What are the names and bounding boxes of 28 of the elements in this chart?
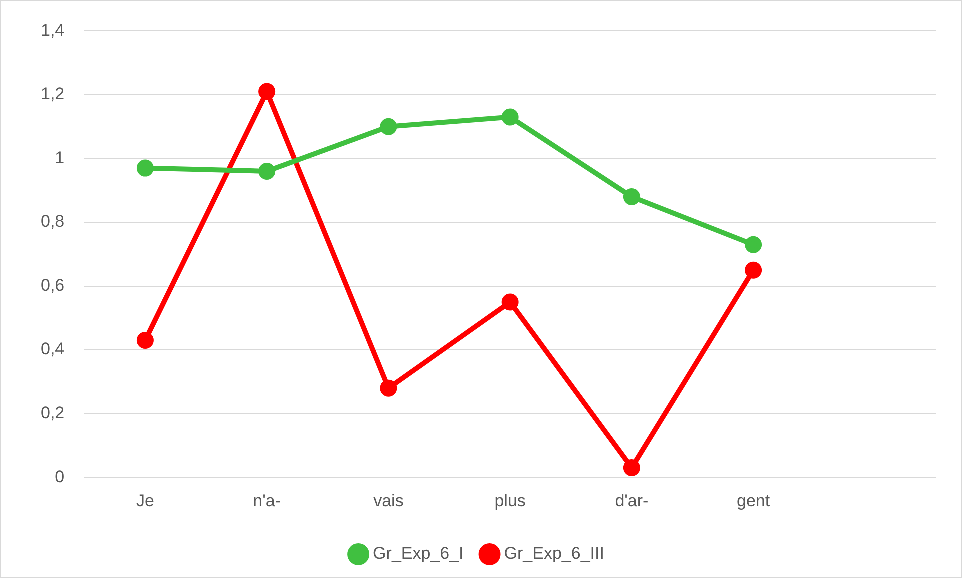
y-tick-label: 0,2 — [40, 404, 65, 423]
point — [623, 188, 640, 206]
legend-label: Gr_Exp_6_III — [504, 544, 604, 564]
point — [380, 380, 398, 397]
point — [136, 160, 154, 177]
y-tick-label: 1 — [55, 148, 65, 168]
point — [502, 294, 519, 311]
point — [136, 332, 154, 349]
y-tick-label: 0,8 — [40, 212, 65, 232]
legend-label: Gr_Exp_6_I — [373, 544, 464, 564]
y-tick-label: 0,6 — [40, 276, 65, 295]
point — [502, 108, 519, 126]
x-tick-label: n'a- — [253, 491, 281, 510]
y-tick-label: 0 — [55, 467, 65, 486]
x-tick-label: vais — [374, 491, 404, 510]
point — [380, 118, 398, 136]
x-tick-label: gent — [737, 491, 770, 510]
point — [258, 162, 276, 180]
y-tick-label: 1,4 — [40, 20, 65, 40]
y-tick-label: 1,2 — [40, 84, 65, 104]
x-tick-label: Je — [136, 491, 154, 510]
point — [623, 460, 640, 477]
point — [745, 236, 762, 254]
x-tick-label: d'ar- — [615, 491, 649, 510]
y-tick-label: 0,4 — [40, 340, 65, 359]
point — [258, 83, 276, 100]
x-tick-label: plus — [494, 491, 526, 510]
point — [745, 262, 762, 279]
